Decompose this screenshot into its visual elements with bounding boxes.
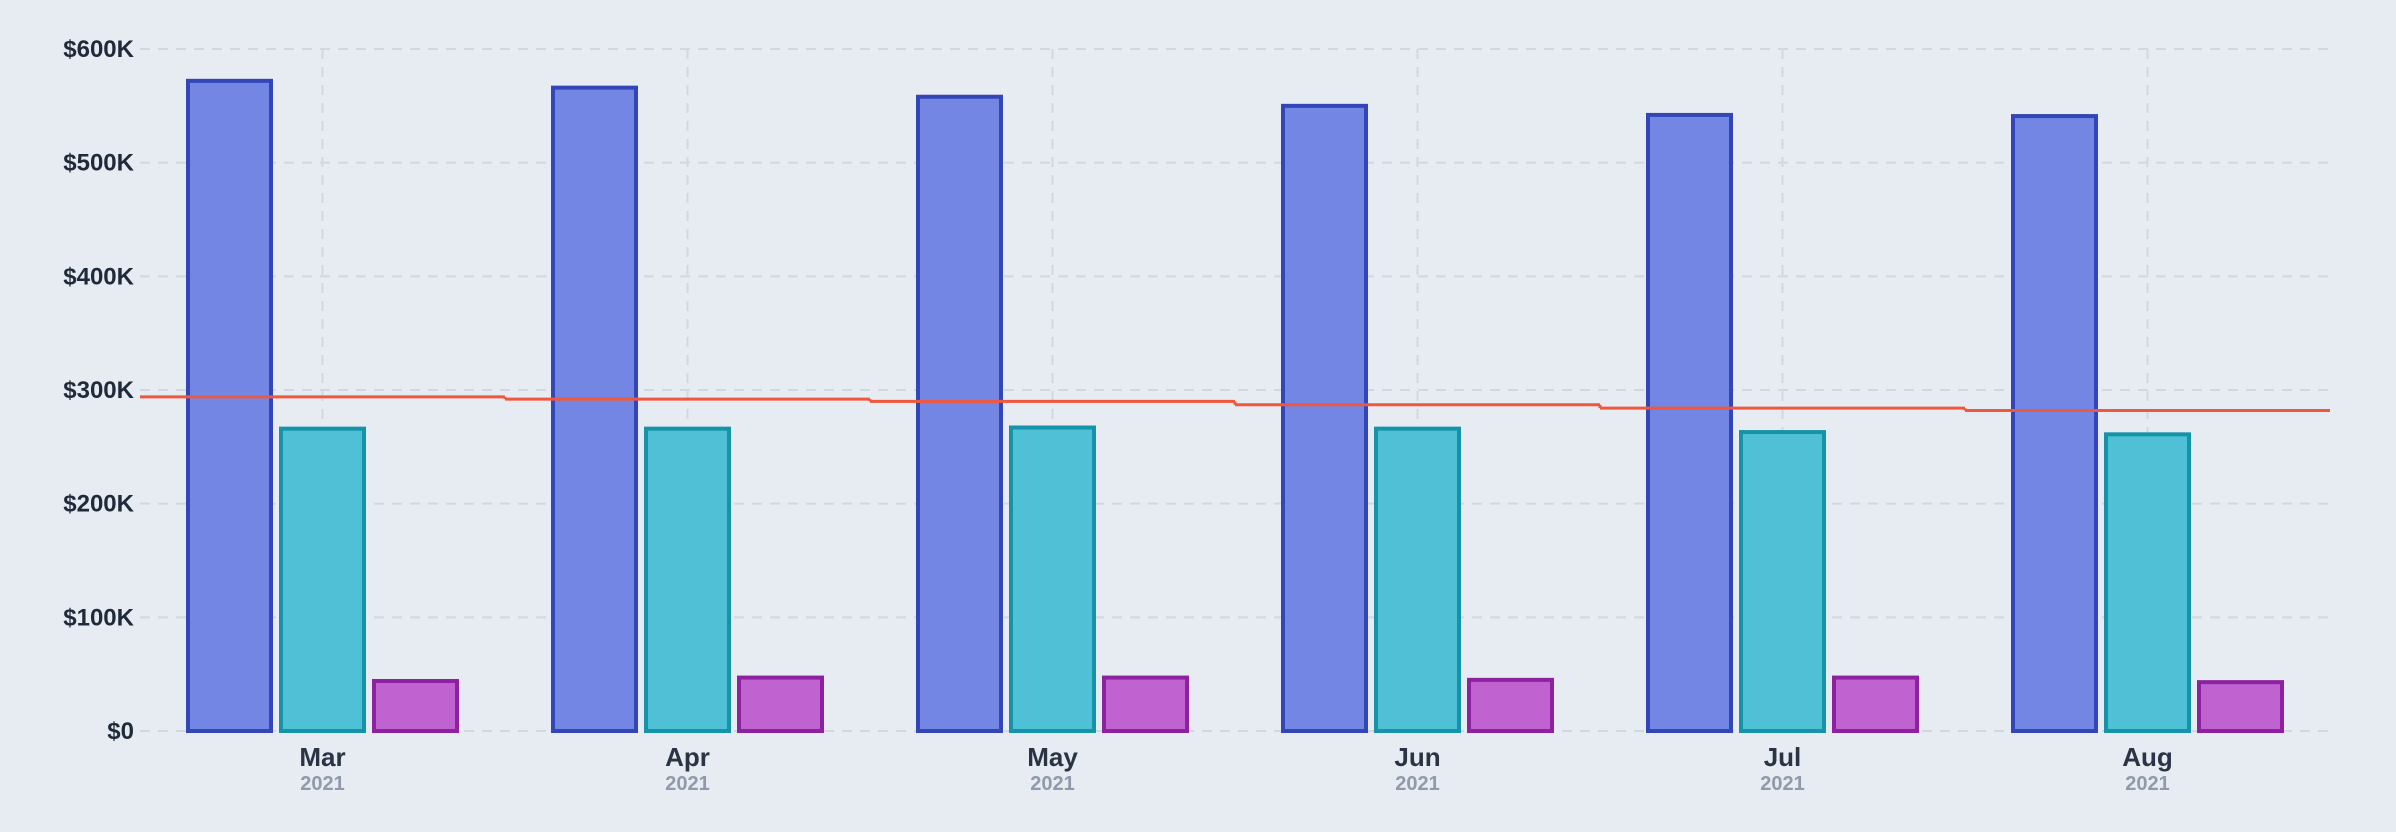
- bar-series-3: [1832, 675, 1919, 733]
- y-tick-label: $200K: [63, 491, 134, 518]
- bar-series-2: [279, 426, 366, 733]
- bar-series-1: [551, 85, 638, 733]
- bar-series-3: [737, 675, 824, 733]
- bar-series-2: [1374, 426, 1461, 733]
- x-tick-label: Apr: [665, 742, 710, 772]
- bar-series-3: [372, 678, 459, 734]
- bar-series-2: [1009, 425, 1096, 733]
- y-tick-label: $100K: [63, 604, 134, 631]
- bar-series-3: [1467, 677, 1554, 733]
- bar-series-2: [1739, 430, 1826, 733]
- x-tick-sublabel: 2021: [1030, 773, 1075, 795]
- bar-series-1: [1646, 112, 1733, 733]
- x-tick-label: Mar: [299, 742, 345, 772]
- bar-series-2: [2104, 432, 2191, 733]
- grid-layer: [140, 48, 2330, 732]
- x-tick-label: Jun: [1394, 742, 1440, 772]
- bar-series-2: [644, 426, 731, 733]
- y-tick-label: $300K: [63, 377, 134, 404]
- bar-series-1: [916, 94, 1003, 734]
- x-tick-sublabel: 2021: [1760, 773, 1805, 795]
- bar-series-1: [186, 78, 273, 734]
- x-tick-sublabel: 2021: [2125, 773, 2170, 795]
- bar-series-3: [2197, 680, 2284, 734]
- x-tick-sublabel: 2021: [665, 773, 710, 795]
- axis-layer: $0$100K$200K$300K$400K$500K$600KMar2021A…: [63, 36, 2173, 795]
- x-tick-sublabel: 2021: [1395, 773, 1440, 795]
- x-tick-sublabel: 2021: [300, 773, 345, 795]
- y-tick-label: $600K: [63, 36, 134, 63]
- y-tick-label: $0: [107, 718, 134, 745]
- y-tick-label: $500K: [63, 150, 134, 177]
- bar-layer: [186, 78, 2284, 734]
- y-tick-label: $400K: [63, 263, 134, 290]
- x-tick-label: May: [1027, 742, 1078, 772]
- line-layer: [140, 395, 2330, 412]
- bar-series-3: [1102, 675, 1189, 733]
- x-tick-label: Aug: [2122, 742, 2173, 772]
- x-tick-label: Jul: [1764, 742, 1802, 772]
- bar-series-1: [2011, 114, 2098, 733]
- bar-series-1: [1281, 103, 1368, 734]
